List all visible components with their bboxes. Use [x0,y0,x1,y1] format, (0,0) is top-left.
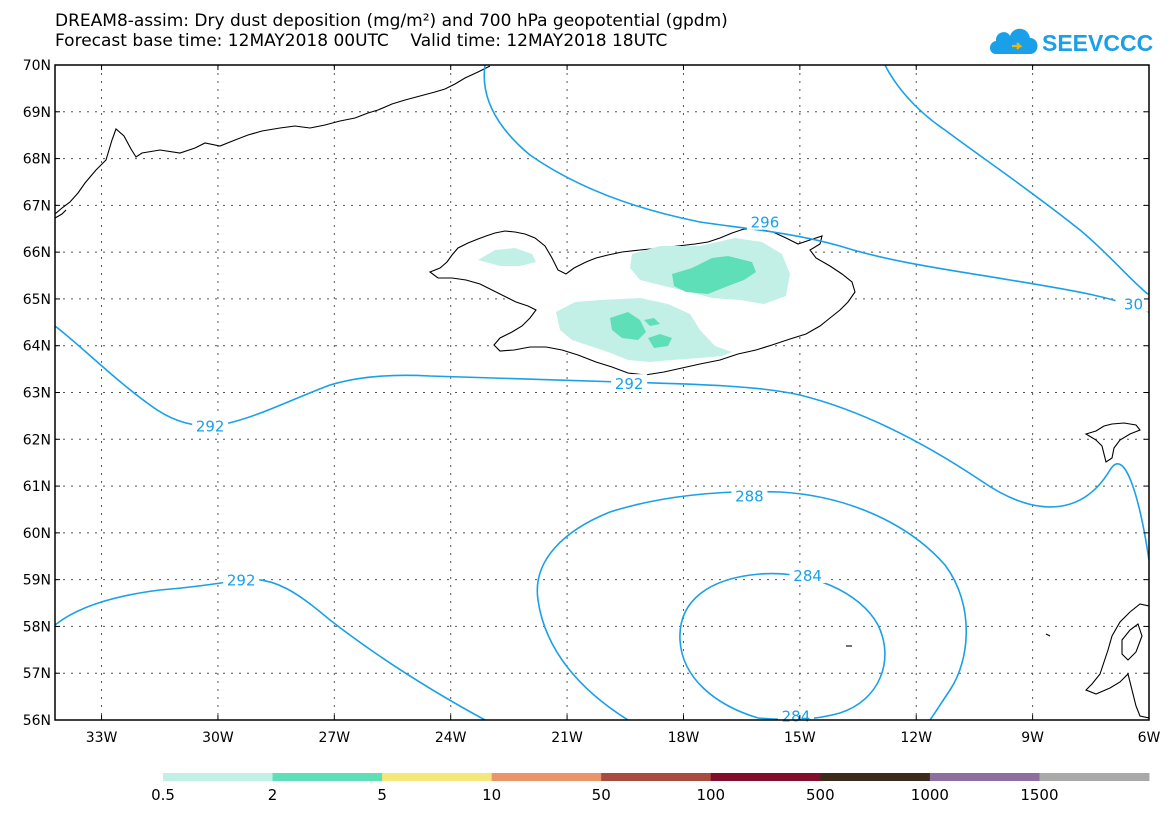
lat-tick-label: 60N [23,526,51,542]
legend-label: 100 [696,786,725,804]
deposition-area-north-core [672,256,756,294]
lat-tick-label: 64N [23,339,51,355]
latitude-axis: 56N 57N 58N 59N 60N 61N 62N 63N 64N 65N 66N 67N 68N 6… [23,58,1149,729]
map-title: DREAM8-assim: Dry dust deposition (mg/m²… [55,11,728,31]
lat-tick-label: 70N [23,58,51,74]
lat-tick-label: 62N [23,432,51,448]
lon-tick-label: 15W [784,730,816,746]
deposition-area-south-core [610,312,646,340]
contour-label: 296 [751,214,780,232]
lon-tick-label: 24W [435,730,467,746]
legend-label: 10 [482,786,501,804]
seevccc-logo: SEEVCCC [988,18,1163,60]
legend-swatch [1039,773,1150,781]
scotland-coast [1085,603,1149,719]
legend-label: 50 [592,786,611,804]
geography [55,65,1149,719]
hebrides [1121,623,1143,661]
legend-label: 2 [268,786,278,804]
legend-swatch [382,773,493,781]
lat-tick-label: 59N [23,573,51,589]
lat-tick-label: 63N [23,386,51,402]
gridlines [55,65,1149,720]
lon-tick-label: 18W [668,730,700,746]
colorbar-legend: 0.5 2 5 10 50 100 500 1000 1500 [151,773,1150,804]
logo-text: SEEVCCC [1042,30,1153,56]
contour-284 [679,572,886,720]
lon-tick-label: 33W [86,730,118,746]
longitude-axis: 33W 30W 27W 24W 21W 18W 15W 12W 9W 6W [86,65,1161,746]
contour-label-bg [611,374,648,392]
contour-label-bg [731,486,768,504]
legend-swatch [272,773,383,781]
lat-tick-label: 66N [23,245,51,261]
lon-tick-label: 6W [1138,730,1161,746]
small-isle [1045,633,1051,637]
lon-tick-label: 12W [900,730,932,746]
contour-label: 292 [196,417,225,435]
lon-tick-label: 21W [551,730,583,746]
contour-label-bg [746,212,783,230]
contour-label-bg [223,570,260,588]
contour-288 [536,490,968,720]
contour-label-bg [192,416,229,434]
greenland-coast-inner [55,209,67,219]
lat-tick-label: 67N [23,198,51,214]
contour-label: 292 [615,375,644,393]
contour-label-bg [789,565,826,583]
legend-label: 500 [806,786,835,804]
map-subtitle: Forecast base time: 12MAY2018 00UTC Vali… [55,31,668,51]
lat-tick-label: 57N [23,666,51,682]
lat-tick-label: 56N [23,713,51,729]
legend-label: 1500 [1020,786,1058,804]
legend-label: 0.5 [151,786,175,804]
lat-tick-label: 58N [23,619,51,635]
legend-label: 5 [377,786,387,804]
contour-labels: 296 30 292 292 288 292 284 284 [192,212,1152,725]
greenland-coast [55,65,491,215]
contour-label: 288 [735,487,764,505]
legend-swatch [710,773,821,781]
lat-tick-label: 68N [23,152,51,168]
legend-swatch [601,773,712,781]
contour-label: 292 [227,572,256,590]
contour-296 [483,65,1149,313]
lon-tick-label: 30W [202,730,234,746]
cloud-icon [990,28,1038,54]
contour-label-bg [777,706,814,724]
lat-tick-label: 61N [23,479,51,495]
contour-label: 284 [793,567,822,585]
legend-swatch [820,773,931,781]
legend-swatch [163,773,274,781]
deposition-area-south-core3 [644,318,660,326]
contour-292-south [55,578,486,720]
deposition-area-westfjords [478,248,536,266]
faroe-islands [1084,422,1141,463]
lon-tick-label: 27W [318,730,350,746]
lon-tick-label: 9W [1021,730,1044,746]
lat-tick-label: 69N [23,105,51,121]
deposition-area-south-core2 [648,334,672,348]
legend-swatch [491,773,602,781]
contour-label: 284 [782,707,811,725]
lat-tick-label: 65N [23,292,51,308]
contour-300 [884,65,1149,296]
contour-label: 30 [1124,296,1143,314]
contour-label-bg [1115,294,1152,312]
legend-label: 1000 [911,786,949,804]
legend-swatch [929,773,1040,781]
